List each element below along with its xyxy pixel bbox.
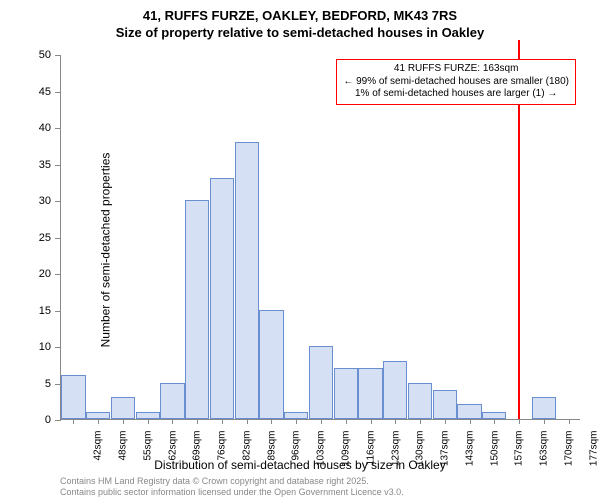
annotation-box: 41 RUFFS FURZE: 163sqm← 99% of semi-deta… <box>336 59 576 105</box>
x-tick-label: 76sqm <box>217 431 228 481</box>
x-tick-label: 163sqm <box>539 431 550 481</box>
x-tick-label: 116sqm <box>365 431 376 481</box>
y-tick-label: 30 <box>26 195 51 207</box>
x-tick-label: 143sqm <box>464 431 475 481</box>
histogram-bar <box>235 142 259 419</box>
x-tick <box>321 419 322 424</box>
x-tick-label: 137sqm <box>440 431 451 481</box>
histogram-bar <box>408 383 432 420</box>
histogram-bar <box>111 397 135 419</box>
y-tick <box>55 128 61 129</box>
x-tick <box>494 419 495 424</box>
histogram-bar <box>210 178 234 419</box>
annotation-line: 41 RUFFS FURZE: 163sqm <box>343 63 569 76</box>
x-tick <box>445 419 446 424</box>
x-tick <box>247 419 248 424</box>
y-tick-label: 35 <box>26 159 51 171</box>
histogram-bar <box>185 200 209 419</box>
histogram-bar <box>259 310 283 420</box>
annotation-line: ← 99% of semi-detached houses are smalle… <box>343 76 569 89</box>
y-tick-label: 40 <box>26 122 51 134</box>
x-tick <box>470 419 471 424</box>
x-tick-label: 62sqm <box>167 431 178 481</box>
x-tick-label: 48sqm <box>118 431 129 481</box>
x-tick-label: 123sqm <box>390 431 401 481</box>
x-tick <box>98 419 99 424</box>
annotation-line: 1% of semi-detached houses are larger (1… <box>343 88 569 101</box>
x-tick <box>172 419 173 424</box>
histogram-bar <box>383 361 407 419</box>
y-tick <box>55 274 61 275</box>
y-tick-label: 5 <box>26 378 51 390</box>
x-tick <box>420 419 421 424</box>
x-tick-label: 89sqm <box>266 431 277 481</box>
x-tick-label: 109sqm <box>341 431 352 481</box>
x-tick-label: 103sqm <box>316 431 327 481</box>
x-axis-label: Distribution of semi-detached houses by … <box>0 458 600 472</box>
histogram-bar <box>482 412 506 419</box>
y-tick <box>55 238 61 239</box>
y-tick-label: 45 <box>26 86 51 98</box>
histogram-bar <box>61 375 85 419</box>
histogram-bar <box>334 368 358 419</box>
histogram-bar <box>532 397 556 419</box>
y-tick <box>55 55 61 56</box>
histogram-bar <box>284 412 308 419</box>
x-tick-label: 150sqm <box>489 431 500 481</box>
x-tick-label: 82sqm <box>241 431 252 481</box>
x-tick-label: 96sqm <box>291 431 302 481</box>
y-tick <box>55 92 61 93</box>
y-tick <box>55 384 61 385</box>
y-tick-label: 10 <box>26 341 51 353</box>
x-tick <box>271 419 272 424</box>
x-tick <box>519 419 520 424</box>
x-tick-label: 69sqm <box>192 431 203 481</box>
title-line1: 41, RUFFS FURZE, OAKLEY, BEDFORD, MK43 7… <box>0 8 600 25</box>
y-tick <box>55 165 61 166</box>
footer-line2: Contains public sector information licen… <box>60 487 404 498</box>
x-tick <box>371 419 372 424</box>
histogram-bar <box>86 412 110 419</box>
x-tick <box>222 419 223 424</box>
y-tick-label: 15 <box>26 305 51 317</box>
y-tick <box>55 201 61 202</box>
x-tick-label: 55sqm <box>142 431 153 481</box>
x-tick <box>123 419 124 424</box>
x-tick-label: 177sqm <box>588 431 599 481</box>
x-tick <box>395 419 396 424</box>
x-tick-label: 157sqm <box>514 431 525 481</box>
histogram-bar <box>136 412 160 419</box>
y-tick <box>55 420 61 421</box>
histogram-bar <box>457 404 481 419</box>
chart-container: 41, RUFFS FURZE, OAKLEY, BEDFORD, MK43 7… <box>0 0 600 500</box>
chart-title: 41, RUFFS FURZE, OAKLEY, BEDFORD, MK43 7… <box>0 0 600 42</box>
x-tick <box>544 419 545 424</box>
histogram-bar <box>309 346 333 419</box>
y-tick-label: 50 <box>26 49 51 61</box>
y-tick-label: 20 <box>26 268 51 280</box>
x-tick <box>346 419 347 424</box>
x-tick-label: 130sqm <box>415 431 426 481</box>
histogram-bar <box>433 390 457 419</box>
x-tick <box>296 419 297 424</box>
x-tick <box>569 419 570 424</box>
plot-area: 0510152025303540455042sqm48sqm55sqm62sqm… <box>60 55 580 420</box>
footer-attribution: Contains HM Land Registry data © Crown c… <box>60 476 404 498</box>
y-tick-label: 0 <box>26 414 51 426</box>
y-tick <box>55 347 61 348</box>
title-line2: Size of property relative to semi-detach… <box>0 25 600 42</box>
histogram-bar <box>160 383 184 420</box>
x-tick-label: 170sqm <box>563 431 574 481</box>
x-tick <box>73 419 74 424</box>
y-tick-label: 25 <box>26 232 51 244</box>
histogram-bar <box>358 368 382 419</box>
y-tick <box>55 311 61 312</box>
x-tick <box>148 419 149 424</box>
x-tick <box>197 419 198 424</box>
footer-line1: Contains HM Land Registry data © Crown c… <box>60 476 404 487</box>
x-tick-label: 42sqm <box>93 431 104 481</box>
